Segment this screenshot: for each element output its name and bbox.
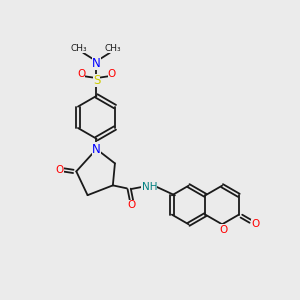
Text: CH₃: CH₃ [104, 44, 121, 53]
Text: S: S [93, 74, 100, 87]
Text: O: O [108, 69, 116, 79]
Text: O: O [128, 200, 136, 210]
Text: O: O [251, 219, 259, 229]
Text: O: O [220, 225, 228, 235]
Text: NH: NH [142, 182, 157, 192]
Text: O: O [56, 165, 64, 175]
Text: CH₃: CH₃ [70, 44, 87, 53]
Text: O: O [77, 69, 85, 79]
Text: N: N [92, 142, 101, 156]
Text: N: N [92, 57, 101, 70]
